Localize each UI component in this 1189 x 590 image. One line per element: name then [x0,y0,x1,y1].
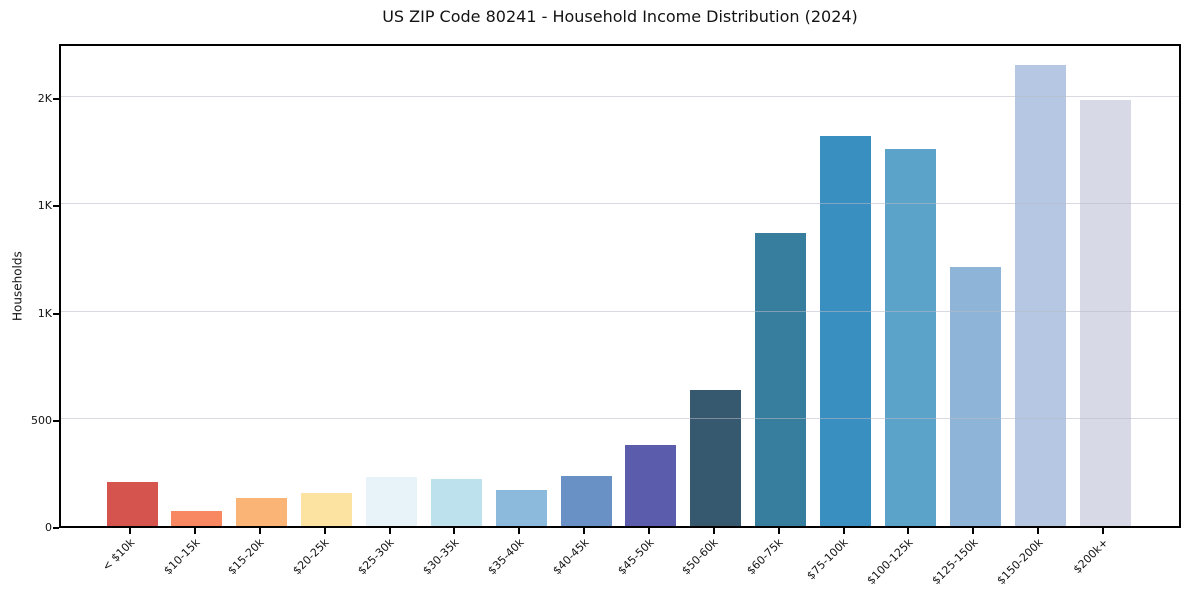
bar-< $10k [106,482,158,526]
x-tick-label: $100-125k [864,536,916,588]
y-tick-mark [53,419,59,422]
y-axis-label: Households [10,251,25,321]
bar-$35-40k [495,489,547,526]
y-tick-label: 2K [37,92,52,106]
bar-$200k+ [1079,100,1131,526]
bar-$45-50k [625,444,677,526]
y-tick-label: 1K [37,199,52,213]
bar-$60-75k [755,233,807,526]
x-tick-mark [518,528,521,534]
x-tick-mark [907,528,910,534]
x-tick-mark [129,528,131,534]
bar-$40-45k [560,475,612,526]
x-tick-mark [258,528,261,534]
x-tick-label: $25-30k [355,536,397,578]
x-tick-label: $10-15k [160,536,203,578]
x-tick-mark [388,528,391,534]
chart-title: US ZIP Code 80241 - Household Income Dis… [382,7,858,26]
bar-$150-200k [1014,64,1066,526]
x-tick-mark [1102,528,1105,534]
x-tick-label: $60-75k [744,536,786,578]
x-tick-label: $15-20k [225,536,267,578]
x-tick-mark [648,528,650,534]
x-tick-mark [1037,528,1040,534]
gridline-500 [61,417,1179,419]
bar-$75-100k [820,135,872,526]
x-tick-label: $40-45k [550,536,592,578]
x-tick-label: $30-35k [420,536,462,578]
bar-$30-35k [430,478,482,526]
x-tick-mark [193,528,196,534]
x-tick-mark [583,528,586,534]
x-tick-label: $20-25k [290,536,332,578]
y-tick-mark [53,527,59,529]
bar-$10-15k [171,511,223,526]
x-tick-mark [712,528,715,534]
y-tick-mark [53,205,59,208]
x-tick-mark [453,528,456,534]
x-tick-mark [972,528,975,534]
y-tick-label: 1K [37,306,52,320]
x-tick-mark [777,528,780,534]
bar-$100-125k [884,148,936,526]
gridline-1K [61,203,1179,205]
x-tick-label: $125-150k [929,536,981,588]
y-tick-label: 500 [31,413,52,427]
bar-$50-60k [690,389,742,526]
plot-area [59,44,1181,528]
bar-$125-150k [949,266,1001,526]
x-tick-label: $200k+ [1070,536,1111,577]
x-tick-mark [323,528,326,534]
x-tick-label: $75-100k [804,536,851,583]
y-tick-mark [53,312,59,315]
bar-$25-30k [365,476,417,526]
y-tick-mark [53,98,59,101]
bar-$15-20k [236,498,288,526]
x-tick-label: $35-40k [485,536,527,578]
x-tick-label: < $10k [99,536,138,574]
y-tick-label: 0 [45,521,52,534]
gridline-1K [61,310,1179,312]
bar-$20-25k [301,492,353,526]
x-tick-mark [842,528,845,534]
x-tick-label: $45-50k [614,536,657,578]
x-tick-label: $150-200k [994,536,1046,588]
x-tick-label: $50-60k [679,536,721,578]
gridline-2K [61,96,1179,98]
